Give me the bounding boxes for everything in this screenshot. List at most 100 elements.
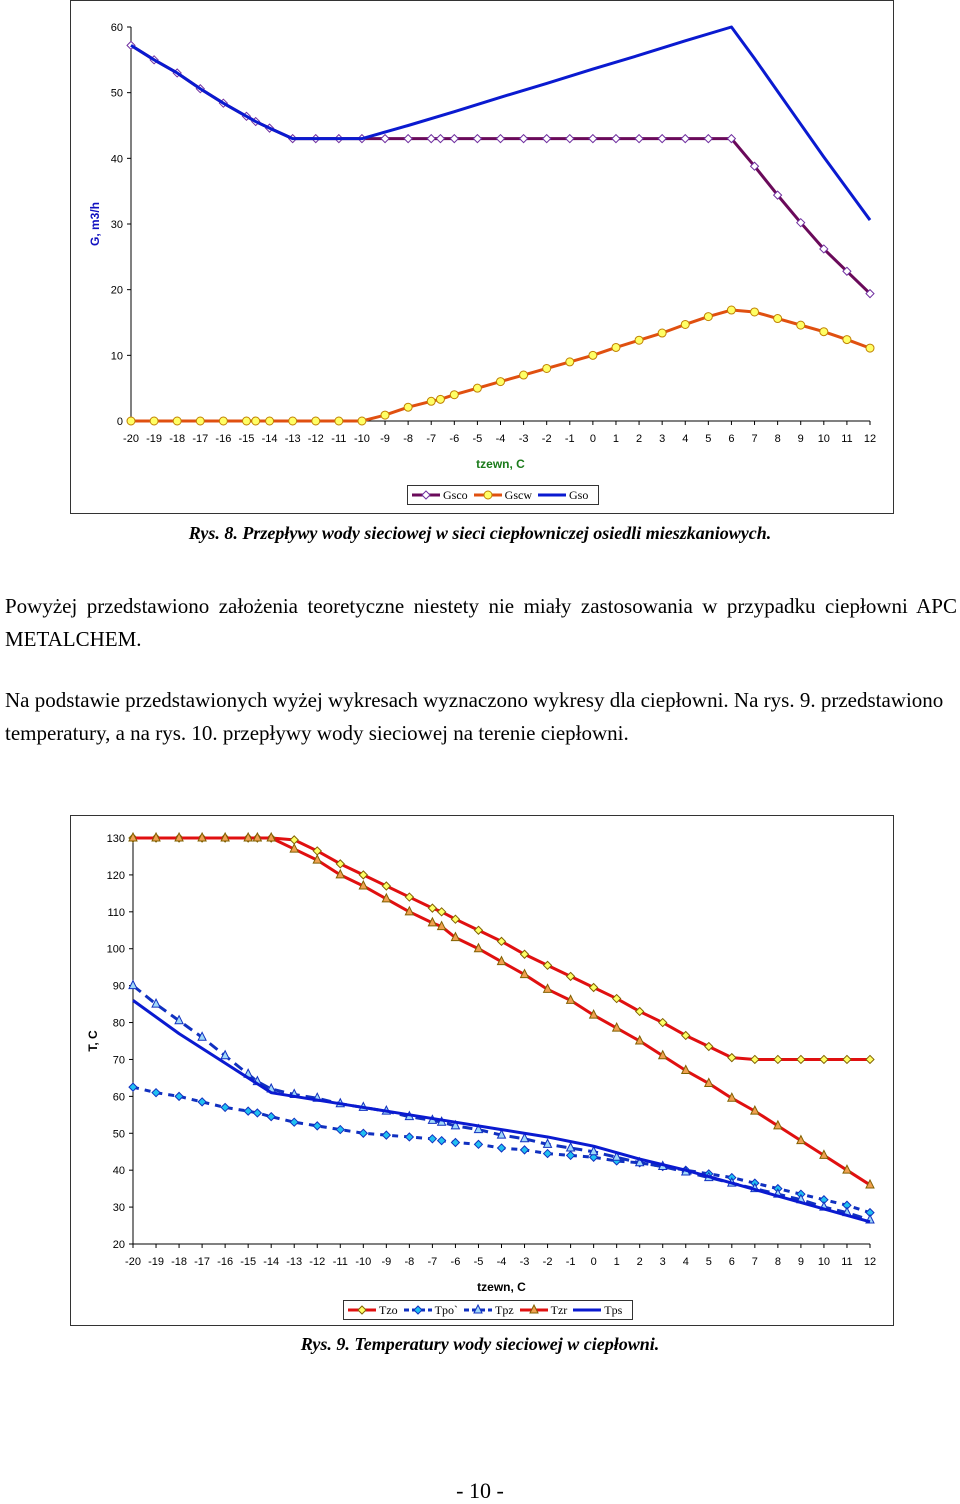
flow-series-gsco-point bbox=[403, 133, 413, 144]
flow-series-gsco-point bbox=[449, 133, 460, 144]
temp-series-tzo-point bbox=[865, 1054, 875, 1065]
temp-y-tick-label: 120 bbox=[107, 870, 125, 882]
flow-series-gscw-point bbox=[657, 328, 667, 338]
flow-y-tick-label: 0 bbox=[117, 416, 123, 428]
temp-series-tzo-point bbox=[819, 1054, 829, 1065]
temp-series-tpz-point bbox=[197, 1031, 207, 1041]
temp-series-tpo-point bbox=[436, 1135, 447, 1146]
flow-series-gscw-point bbox=[172, 416, 182, 426]
legend-label: Gscw bbox=[504, 487, 532, 502]
temp-x-tick-label: -11 bbox=[333, 1256, 348, 1268]
temp-series-tzr-point bbox=[427, 916, 438, 927]
temp-series-tzr-point bbox=[750, 1105, 760, 1115]
temp-x-tick-label: -14 bbox=[263, 1256, 279, 1268]
temp-series-tzr-point bbox=[773, 1119, 783, 1130]
temp-series-tzr-point bbox=[819, 1149, 829, 1159]
legend-label: Tpz bbox=[494, 1302, 514, 1317]
temp-x-tick-label: -3 bbox=[520, 1256, 530, 1268]
flow-series-gscw-point bbox=[149, 416, 159, 426]
temp-y-tick-label: 90 bbox=[113, 981, 125, 993]
temp-series-tpz-point bbox=[611, 1151, 622, 1161]
flow-series-gscw-point bbox=[403, 402, 413, 412]
flow-series-gscw-point bbox=[542, 363, 552, 373]
temp-series-tzo-point bbox=[404, 892, 415, 902]
flow-series-gsco-point bbox=[634, 133, 644, 144]
temp-series-tzr-point bbox=[634, 1034, 645, 1045]
temp-series-tzr-point bbox=[865, 1178, 875, 1189]
temp-series-tpo-point bbox=[450, 1137, 461, 1148]
temp-y-tick-label: 130 bbox=[107, 833, 125, 845]
temp-series-tpz-point bbox=[151, 997, 161, 1008]
temp-series-tpo-point bbox=[588, 1152, 599, 1162]
flow-x-tick-label: 6 bbox=[728, 433, 734, 445]
legend-swatch bbox=[473, 490, 502, 500]
temp-x-tick-label: -2 bbox=[543, 1256, 553, 1268]
temperature-chart: 20 30 40 50 60 70 80 90 100 110 120 130 -20 -19 -18 -17… bbox=[70, 815, 894, 1326]
flow-x-tick-label: -4 bbox=[496, 433, 506, 445]
flow-x-tick-label: -1 bbox=[565, 433, 575, 445]
temp-x-tick-label: -7 bbox=[428, 1256, 438, 1268]
flow-series-gscw-point bbox=[334, 416, 344, 426]
temp-series-tzr-point bbox=[266, 831, 276, 842]
legend-label: Tzr bbox=[550, 1302, 568, 1317]
temp-series-tzr-point bbox=[611, 1021, 622, 1032]
legend-item-tpz: Tpz bbox=[463, 1302, 514, 1318]
temp-series-tzr-point bbox=[727, 1092, 737, 1102]
flow-x-tick-label: 3 bbox=[659, 433, 665, 445]
temp-x-tick-label: -16 bbox=[217, 1256, 233, 1268]
legend-item-gsco: Gsco bbox=[412, 488, 468, 503]
temp-series-tpo-point bbox=[496, 1143, 507, 1153]
temp-x-tick-label: -13 bbox=[286, 1256, 302, 1268]
temp-y-tick-label: 100 bbox=[107, 944, 125, 956]
legend-swatch-marker bbox=[421, 490, 431, 500]
flow-series-gscw-point bbox=[496, 377, 505, 387]
temp-series-tzr-point bbox=[588, 1009, 599, 1019]
legend-swatch-marker bbox=[528, 1304, 539, 1314]
temp-x-tick-label: 5 bbox=[706, 1256, 712, 1268]
flow-x-tick-label: -9 bbox=[380, 433, 390, 445]
legend-label: Gso bbox=[569, 487, 589, 502]
flow-series-gscw-point bbox=[819, 327, 829, 337]
flow-series-gscw-point bbox=[449, 390, 459, 400]
temp-series-tpo-point bbox=[381, 1130, 392, 1140]
temp-series-tpz-point bbox=[450, 1119, 461, 1130]
temp-x-tick-label: 12 bbox=[864, 1256, 876, 1268]
temp-series-tzr-point bbox=[197, 831, 207, 842]
temp-series-tzr-point bbox=[796, 1134, 806, 1145]
flow-x-tick-label: -17 bbox=[192, 433, 208, 445]
flow-series-gsco-point bbox=[749, 161, 760, 171]
flow-chart: 0 10 20 30 40 50 60 -20 -19 -18 -17 -16 -15 -14 -13 -12… bbox=[70, 0, 894, 514]
temp-series-tzo-point bbox=[796, 1054, 806, 1065]
flow-series-gsco-point bbox=[435, 133, 446, 144]
flow-x-tick-label: 7 bbox=[751, 433, 757, 445]
temp-series-tzr-point bbox=[252, 831, 263, 842]
temp-series-tpo-point bbox=[565, 1150, 576, 1161]
flow-x-tick-label: -16 bbox=[215, 433, 231, 445]
temp-series-tzr-point bbox=[312, 854, 323, 864]
temp-series-tzo-point bbox=[335, 859, 345, 869]
flow-series-gscw-point bbox=[611, 342, 621, 352]
temp-series-tzr-point bbox=[381, 892, 392, 903]
temp-series-tpo-point bbox=[220, 1102, 230, 1113]
flow-x-tick-label: 4 bbox=[682, 433, 688, 445]
flow-x-tick-label: -6 bbox=[449, 433, 459, 445]
temp-series-tzo-point bbox=[542, 960, 553, 971]
temp-series-tpo-point bbox=[427, 1134, 438, 1144]
temp-series-tzr-point bbox=[703, 1077, 714, 1087]
temp-x-axis-title: tzewn, C bbox=[477, 1280, 526, 1294]
flow-series-gscw-point bbox=[288, 416, 298, 426]
temp-series-tzo-point bbox=[611, 993, 622, 1004]
paragraph-2: Na podstawie przedstawionych wyżej wykre… bbox=[5, 688, 944, 745]
flow-series-gsco-point bbox=[495, 133, 506, 144]
temp-series-tpo-point bbox=[128, 1082, 138, 1092]
temp-series-tzo-point bbox=[436, 907, 447, 917]
flow-series-gscw-point bbox=[218, 416, 228, 426]
legend-item-gscw: Gscw bbox=[473, 487, 532, 503]
flow-x-tick-label: -3 bbox=[519, 433, 529, 445]
temp-x-tick-label: 4 bbox=[683, 1256, 689, 1268]
flow-series-gscw-point bbox=[357, 416, 367, 426]
temp-x-tick-label: -1 bbox=[566, 1256, 576, 1268]
temp-series-tzr-point bbox=[404, 905, 415, 916]
figure-9-caption: Rys. 9. Temperatury wody sieciowej w cie… bbox=[300, 1334, 660, 1354]
temp-series-tpo-point bbox=[542, 1148, 553, 1159]
